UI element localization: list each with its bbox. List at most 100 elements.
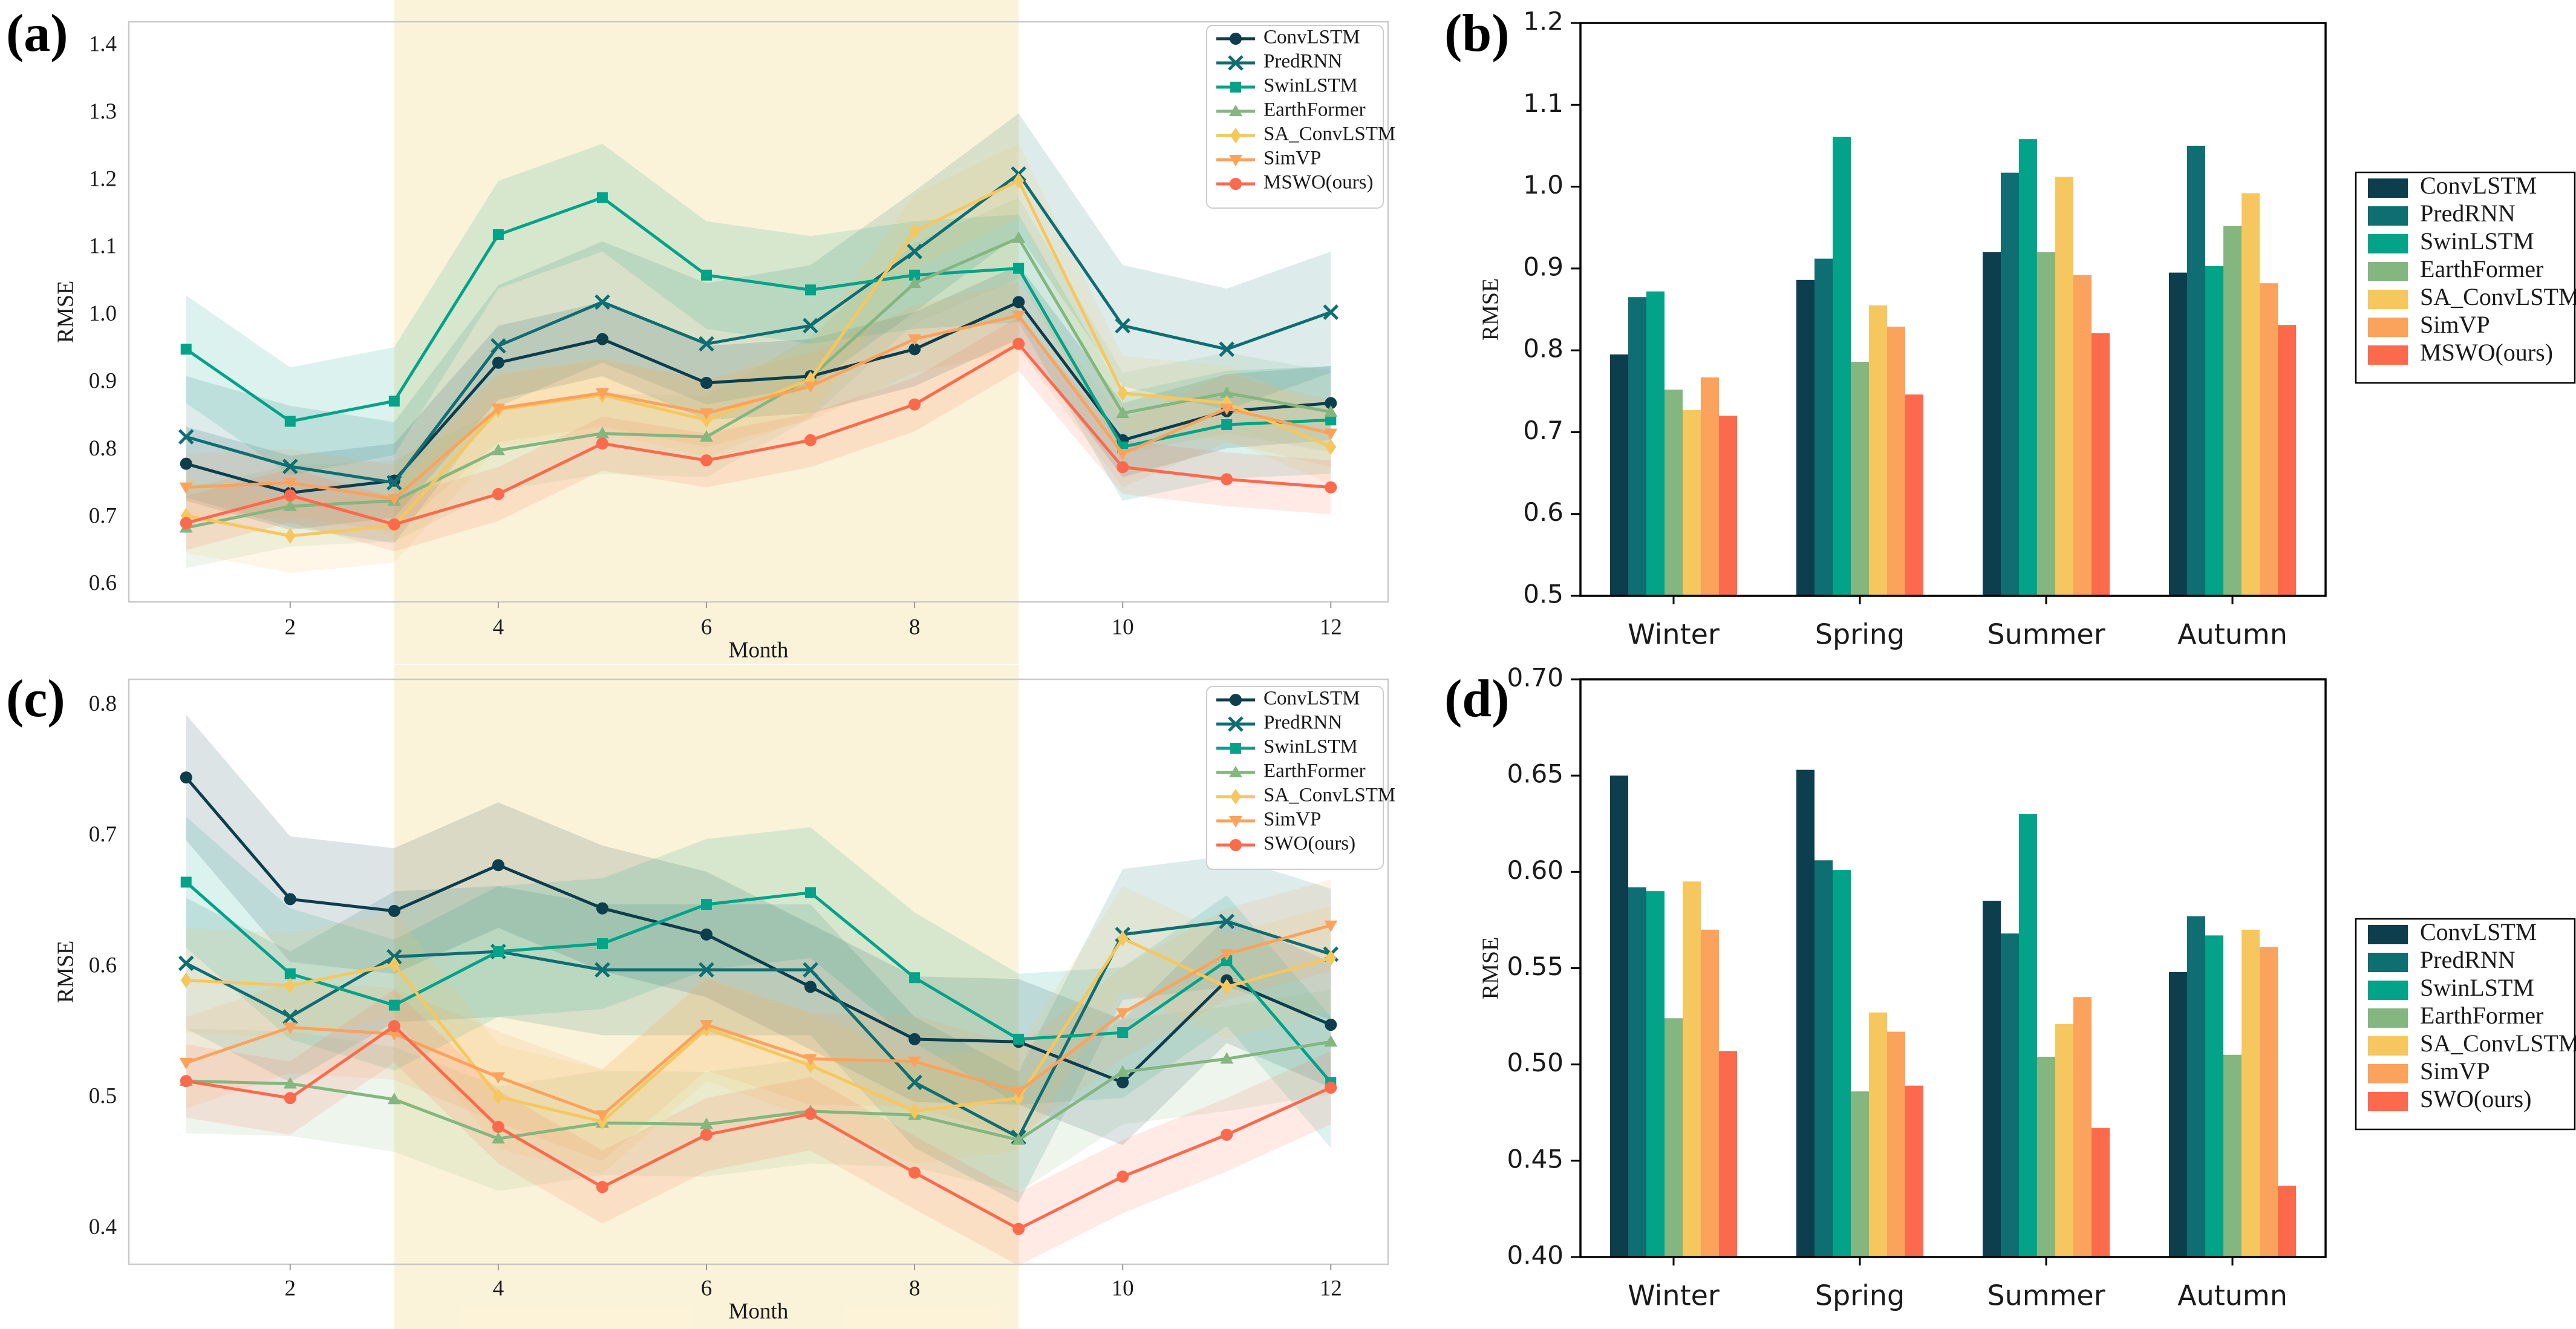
convlstm-bar — [1796, 769, 1815, 1257]
legend-swatch — [2368, 981, 2408, 1000]
convlstm-bars — [1610, 769, 2187, 1257]
predrnn-point — [1219, 913, 1234, 929]
legend-label: SimVP — [2420, 1057, 2490, 1085]
mswo-ours--point — [596, 437, 608, 450]
y-tick-label: 0.7 — [89, 503, 117, 528]
sa-convlstm-bar — [2242, 193, 2260, 596]
predrnn-point — [1323, 304, 1339, 320]
swinlstm-point — [492, 945, 504, 957]
sa-convlstm-point — [180, 972, 192, 988]
y-tick-label: 0.4 — [89, 1215, 117, 1239]
y-tick-label: 0.50 — [1507, 1048, 1564, 1077]
predrnn-bar — [1628, 887, 1646, 1257]
swinlstm-band — [186, 143, 1331, 501]
convlstm-point — [492, 356, 504, 369]
legend-label: SimVP — [2420, 311, 2490, 338]
predrnn-point — [491, 338, 506, 354]
legend-marker — [1230, 743, 1241, 754]
predrnn-bar — [2187, 145, 2205, 596]
legend-entry: SA_ConvLSTM — [2368, 1030, 2576, 1057]
y-tick-label: 1.1 — [89, 234, 117, 259]
legend-entry: SwinLSTM — [2368, 974, 2534, 1001]
convlstm-bar — [1983, 252, 2001, 596]
legend-swatch — [2368, 1008, 2408, 1028]
simvp-markers — [179, 310, 1338, 506]
legend-label: MSWO(ours) — [2420, 339, 2553, 366]
mswo-ours--point — [492, 488, 504, 500]
x-tick-label: 8 — [909, 1276, 921, 1301]
swinlstm-point — [1013, 1033, 1025, 1045]
earthformer-point — [1012, 231, 1026, 243]
earthformer-line — [186, 236, 1331, 529]
simvp-point — [699, 1020, 713, 1032]
highlight-span — [394, 0, 1019, 664]
legend-entry: ConvLSTM — [2368, 172, 2537, 199]
legend: ConvLSTMPredRNNSwinLSTMEarthFormerSA_Con… — [1206, 25, 1395, 209]
simvp-bar — [2073, 997, 2092, 1257]
convlstm-bar — [1983, 901, 2001, 1257]
legend-marker — [1230, 33, 1242, 45]
legend: ConvLSTMPredRNNSwinLSTMEarthFormerSA_Con… — [2355, 918, 2576, 1131]
legend-marker — [1230, 839, 1242, 851]
mswo-ours--bar — [2278, 325, 2296, 596]
plot-area — [178, 113, 1339, 573]
category-label: Summer — [1987, 618, 2105, 651]
x-tick-label: 8 — [909, 615, 921, 639]
simvp-point — [908, 334, 922, 346]
x-tick-label: 12 — [1320, 615, 1342, 639]
swinlstm-bar — [1646, 891, 1665, 1257]
legend-swatch — [2368, 953, 2408, 972]
earthformer-bar — [2223, 226, 2242, 596]
convlstm-band — [186, 265, 1331, 530]
swo-ours--line — [186, 1024, 1332, 1231]
simvp-point — [804, 381, 818, 393]
simvp-point — [699, 408, 713, 420]
simvp-point — [387, 494, 401, 506]
earthformer-point — [1012, 1133, 1026, 1145]
legend-entry: EarthFormer — [1216, 760, 1366, 782]
y-tick-label: 0.60 — [1507, 855, 1564, 885]
predrnn-point — [1115, 318, 1130, 334]
swinlstm-point — [805, 887, 817, 898]
earthformer-point — [491, 443, 505, 456]
y-tick-label: 1.1 — [1523, 88, 1564, 118]
simvp-point — [595, 388, 609, 400]
legend-entry: MSWO(ours) — [1216, 172, 1373, 194]
swinlstm-bar — [2019, 814, 2037, 1257]
category-label: Winter — [1628, 618, 1720, 651]
swinlstm-point — [596, 938, 608, 949]
simvp-point — [1012, 310, 1026, 322]
legend-entry: SA_ConvLSTM — [1216, 785, 1395, 806]
panel-label-c: (c) — [6, 670, 65, 728]
legend-entry: EarthFormer — [1216, 99, 1366, 121]
legend-label: SA_ConvLSTM — [1264, 785, 1395, 806]
mswo-ours--point — [1221, 473, 1233, 486]
legend-entry: EarthFormer — [2368, 255, 2543, 282]
sa-convlstm-bars — [1683, 177, 2260, 596]
y-tick-label: 0.6 — [89, 571, 117, 596]
earthformer-point — [283, 1077, 297, 1089]
legend-marker — [1230, 694, 1242, 706]
y-tick-label: 0.65 — [1507, 759, 1564, 789]
convlstm-bar — [1610, 776, 1628, 1257]
simvp-point — [283, 477, 297, 489]
predrnn-point — [282, 1009, 298, 1025]
simvp-bar — [2260, 283, 2278, 596]
convlstm-point — [180, 771, 192, 784]
mswo-ours--markers — [180, 338, 1337, 531]
legend-swatch — [2368, 262, 2408, 281]
y-tick-label: 1.0 — [1523, 170, 1564, 200]
legend-label: MSWO(ours) — [1264, 172, 1373, 194]
earthformer-line — [186, 1040, 1331, 1142]
swo-ours--bar — [2278, 1186, 2296, 1257]
sa-convlstm-point — [1221, 979, 1233, 995]
x-tick-label: 10 — [1112, 1276, 1134, 1301]
y-tick-label: 0.8 — [89, 691, 117, 716]
swinlstm-point — [180, 877, 192, 888]
swo-ours--bar — [1905, 1085, 1923, 1257]
swinlstm-point — [700, 269, 712, 281]
y-tick-label: 0.70 — [1507, 665, 1564, 693]
category-label: Summer — [1987, 1279, 2105, 1312]
predrnn-point — [178, 429, 194, 445]
mswo-ours--point — [1117, 461, 1129, 474]
